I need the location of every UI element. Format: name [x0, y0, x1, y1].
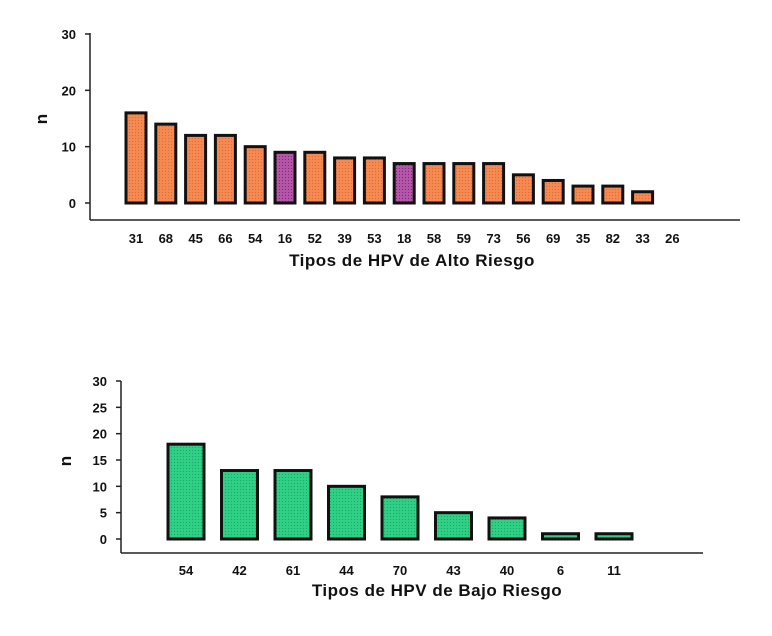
- chart-alto-riesgo-x-tick-label: 69: [546, 231, 560, 246]
- chart-alto-riesgo-x-tick-label: 33: [635, 231, 649, 246]
- chart-bajo-riesgo-bar-54: [166, 442, 206, 541]
- chart-alto-riesgo-x-tick-label: 35: [576, 231, 590, 246]
- chart-alto-riesgo-x-tick-label: 45: [188, 231, 202, 246]
- chart-alto-riesgo-y-tick-label: 10: [62, 140, 76, 155]
- chart-alto-riesgo-x-tick-label: 31: [129, 231, 143, 246]
- chart-alto-riesgo-x-tick-label: 18: [397, 231, 411, 246]
- chart-bajo-riesgo-bar-44: [327, 484, 366, 541]
- chart-alto-riesgo-bar-54: [243, 145, 267, 205]
- chart-bajo-riesgo-y-tick-label: 25: [93, 400, 107, 415]
- chart-alto-riesgo-bar-66: [213, 133, 237, 205]
- chart-alto-riesgo-x-tick-label: 58: [427, 231, 441, 246]
- chart-bajo-riesgo-x-tick-label: 6: [557, 563, 564, 578]
- chart-bajo-riesgo-bars: [166, 442, 634, 541]
- chart-bajo-riesgo-y-tick-label: 30: [93, 374, 107, 389]
- chart-bajo-riesgo-y-ticks: 0 5 10 15 20 25 30: [93, 374, 121, 547]
- chart-bajo-riesgo-x-tick-label: 42: [232, 563, 246, 578]
- chart-bajo-riesgo-x-tick-label: 43: [446, 563, 460, 578]
- chart-alto-riesgo-x-tick-label: 39: [337, 231, 351, 246]
- chart-alto-riesgo-y-tick-label: 20: [62, 83, 76, 98]
- chart-alto-riesgo-bar-69: [541, 178, 565, 205]
- chart-alto-riesgo-x-tick-label: 54: [248, 231, 263, 246]
- chart-alto-riesgo-bar-56: [511, 173, 535, 205]
- chart-bajo-riesgo-bar-61: [273, 469, 313, 541]
- chart-bajo-riesgo-x-tick-label: 11: [607, 563, 621, 578]
- chart-alto-riesgo-bar-39: [333, 156, 357, 205]
- chart-alto-riesgo-y-label: n: [32, 114, 51, 124]
- chart-alto-riesgo-x-tick-label: 56: [516, 231, 530, 246]
- chart-bajo-riesgo-x-label: Tipos de HPV de Bajo Riesgo: [312, 581, 562, 600]
- chart-alto-riesgo: 0 10 20 30 31 68 45 66 54 16 52 39 53 18 58 59 73 56 69 35…: [32, 27, 740, 270]
- chart-bajo-riesgo-bar-43: [434, 511, 473, 541]
- chart-alto-riesgo-bar-68: [154, 122, 178, 205]
- chart-alto-riesgo-bar-59: [452, 162, 476, 205]
- chart-alto-riesgo-x-tick-label: 66: [218, 231, 232, 246]
- chart-alto-riesgo-x-ticks: 31 68 45 66 54 16 52 39 53 18 58 59 73 56 69 35 82 33 26: [129, 231, 680, 246]
- chart-bajo-riesgo-x-tick-label: 70: [393, 563, 407, 578]
- chart-bajo-riesgo-x-tick-label: 40: [500, 563, 514, 578]
- chart-alto-riesgo-x-tick-label: 68: [159, 231, 173, 246]
- chart-alto-riesgo-x-tick-label: 82: [606, 231, 620, 246]
- chart-alto-riesgo-bar-82: [601, 184, 625, 205]
- chart-alto-riesgo-bar-33: [631, 190, 655, 205]
- chart-bajo-riesgo-bar-70: [380, 495, 420, 541]
- chart-alto-riesgo-x-tick-label: 73: [486, 231, 500, 246]
- chart-bajo-riesgo-y-label: n: [56, 456, 75, 466]
- chart-bajo-riesgo-x-tick-label: 61: [286, 563, 300, 578]
- chart-bajo-riesgo-bar-6: [541, 532, 580, 541]
- chart-bajo-riesgo-bar-40: [487, 516, 527, 541]
- chart-alto-riesgo-y-tick-label: 0: [69, 196, 76, 211]
- chart-bajo-riesgo-bar-42: [220, 469, 259, 541]
- chart-alto-riesgo-x-tick-label: 52: [308, 231, 322, 246]
- chart-alto-riesgo-y-tick-label: 30: [62, 27, 76, 42]
- chart-alto-riesgo-bar-53: [362, 156, 386, 205]
- chart-bajo-riesgo-y-tick-label: 15: [93, 453, 107, 468]
- chart-bajo-riesgo-x-tick-label: 54: [179, 563, 194, 578]
- chart-alto-riesgo-bar-18: [392, 162, 416, 205]
- chart-bajo-riesgo-y-tick-label: 10: [93, 479, 107, 494]
- chart-alto-riesgo-x-tick-label: 59: [457, 231, 471, 246]
- chart-bajo-riesgo-x-ticks: 54 42 61 44 70 43 40 6 11: [179, 563, 621, 578]
- chart-alto-riesgo-bar-73: [482, 162, 506, 205]
- chart-alto-riesgo-bar-31: [124, 111, 148, 205]
- chart-alto-riesgo-bar-58: [422, 162, 446, 205]
- chart-bajo-riesgo-y-tick-label: 0: [100, 532, 107, 547]
- chart-alto-riesgo-x-label: Tipos de HPV de Alto Riesgo: [289, 251, 535, 270]
- chart-alto-riesgo-bar-45: [184, 133, 208, 205]
- chart-alto-riesgo-x-tick-label: 26: [665, 231, 679, 246]
- chart-bajo-riesgo-bar-11: [594, 532, 634, 541]
- chart-alto-riesgo-bars: [124, 111, 655, 205]
- chart-alto-riesgo-bar-52: [303, 150, 327, 205]
- chart-alto-riesgo-y-ticks: 0 10 20 30: [62, 27, 90, 211]
- chart-alto-riesgo-x-tick-label: 16: [278, 231, 292, 246]
- chart-bajo-riesgo-y-tick-label: 5: [100, 506, 107, 521]
- chart-bajo-riesgo-y-tick-label: 20: [93, 427, 107, 442]
- chart-alto-riesgo-bar-35: [571, 184, 595, 205]
- chart-alto-riesgo-bar-16: [273, 150, 297, 205]
- chart-bajo-riesgo: 0 5 10 15 20 25 30 54 42 61 44 70 43 40 6 11 n Tipos d…: [56, 374, 703, 600]
- chart-alto-riesgo-x-tick-label: 53: [367, 231, 381, 246]
- chart-bajo-riesgo-x-tick-label: 44: [339, 563, 354, 578]
